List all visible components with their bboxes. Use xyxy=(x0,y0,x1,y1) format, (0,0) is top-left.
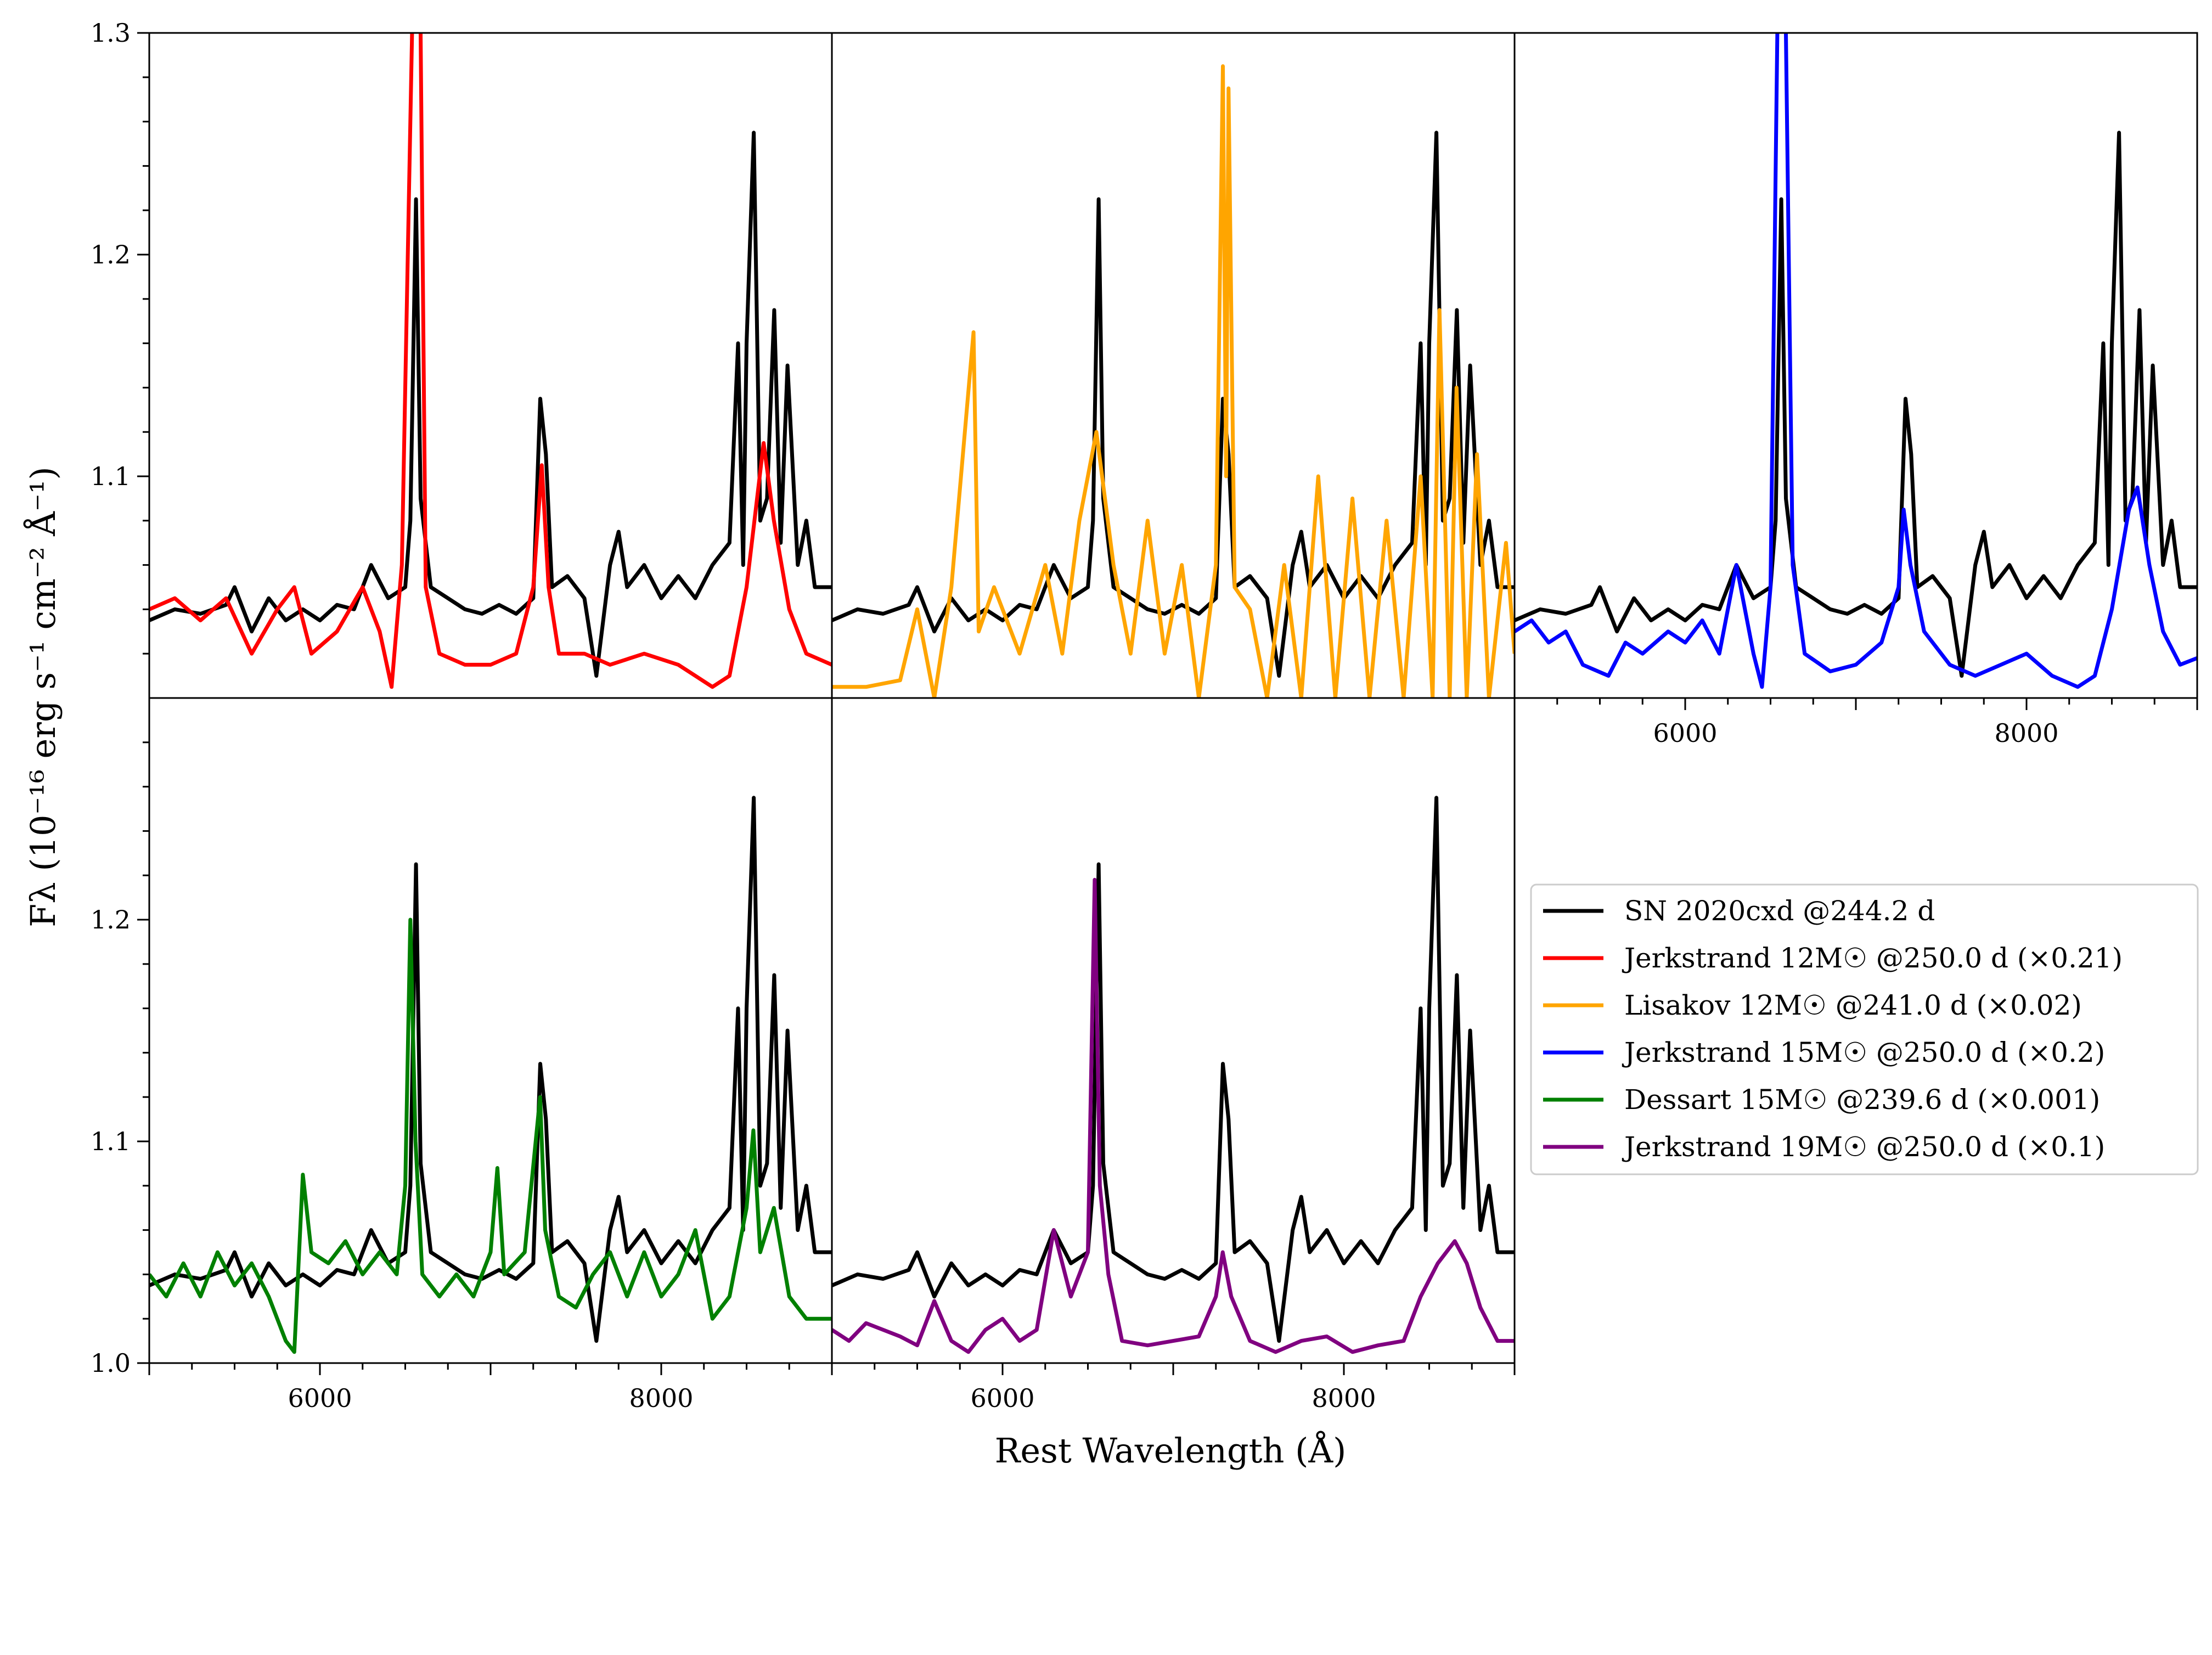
legend: SN 2020cxd @244.2 d Jerkstrand 12M☉ @250.… xyxy=(1530,883,2199,1175)
y-tick-label: 1.2 xyxy=(91,240,131,269)
y-tick-label: 1.1 xyxy=(91,461,131,491)
legend-label: SN 2020cxd @244.2 d xyxy=(1624,895,1935,927)
panel-jerkstrand-12m-0 xyxy=(149,33,832,689)
x-tick-label: 6000 xyxy=(970,1383,1034,1413)
legend-label: Jerkstrand 15M☉ @250.0 d (×0.2) xyxy=(1622,1037,2105,1068)
legend-label: Jerkstrand 12M☉ @250.0 d (×0.21) xyxy=(1622,942,2123,974)
legend-label: Lisakov 12M☉ @241.0 d (×0.02) xyxy=(1624,989,2082,1021)
panel-frame xyxy=(148,32,833,699)
x-tick-label: 8000 xyxy=(1994,718,2058,748)
legend-entries: SN 2020cxd @244.2 d Jerkstrand 12M☉ @250.… xyxy=(1543,895,2123,1163)
legend-label: Jerkstrand 19M☉ @250.0 d (×0.1) xyxy=(1622,1131,2105,1163)
x-axis-title: Rest Wavelength (Å) xyxy=(995,1431,1347,1471)
panel-frame xyxy=(831,697,1516,1364)
observed-spectrum-line xyxy=(832,796,1515,1343)
x-tick-label: 6000 xyxy=(1653,718,1717,748)
panel-lisakov-12m-1 xyxy=(832,64,1515,698)
model-spectrum-line-jerkstrand-15m xyxy=(1515,33,2197,689)
model-spectrum-line-jerkstrand-12m xyxy=(149,33,832,689)
legend-label: Dessart 15M☉ @239.6 d (×0.001) xyxy=(1624,1084,2100,1116)
y-tick-label: 1.3 xyxy=(91,18,131,48)
panel-grid xyxy=(149,33,2197,1354)
observed-spectrum-line xyxy=(149,131,832,678)
x-tick-label: 8000 xyxy=(629,1383,693,1413)
observed-spectrum-line xyxy=(832,131,1515,678)
panel-jerkstrand-19m-4 xyxy=(832,796,1515,1354)
panel-frame xyxy=(1513,32,2198,699)
observed-spectrum-line xyxy=(149,796,832,1343)
model-spectrum-line-dessart-15m xyxy=(149,917,832,1354)
tick-marks xyxy=(137,32,2198,1375)
legend-frame xyxy=(1530,883,2199,1175)
y-tick-label: 1.1 xyxy=(91,1127,131,1156)
panel-jerkstrand-15m-2 xyxy=(1515,33,2197,689)
x-tick-label: 8000 xyxy=(1312,1383,1376,1413)
tick-labels: 6000 8000 6000 8000 6000 8000 1.1 1.2 1.3 1.0 1.1 1… xyxy=(91,18,2059,1413)
y-tick-label: 1.0 xyxy=(91,1348,131,1378)
observed-spectrum-line xyxy=(1515,131,2197,678)
model-spectrum-line-jerkstrand-19m xyxy=(832,877,1515,1354)
y-axis-title: Fλ (10⁻¹⁶ erg s⁻¹ cm⁻² Å⁻¹) xyxy=(23,466,63,927)
x-tick-label: 6000 xyxy=(288,1383,352,1413)
panel-dessart-15m-3 xyxy=(149,796,832,1354)
model-spectrum-line-lisakov-12m xyxy=(832,64,1515,698)
y-tick-label: 1.2 xyxy=(91,905,131,935)
